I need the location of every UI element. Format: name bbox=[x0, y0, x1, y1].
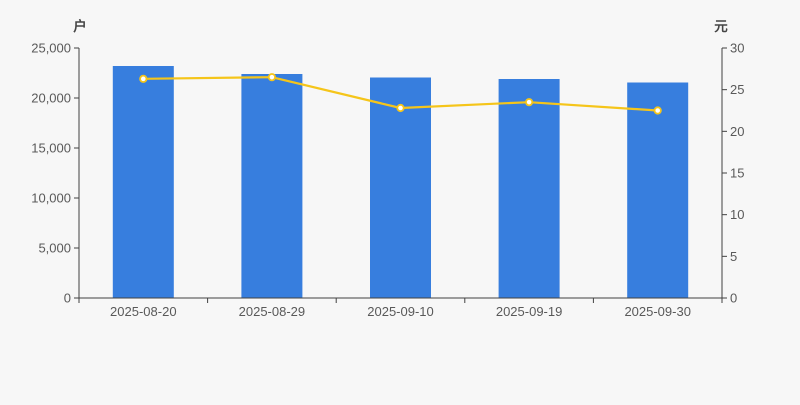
left-axis-tick-label: 5,000 bbox=[38, 241, 71, 256]
right-axis-tick-label: 0 bbox=[730, 291, 737, 306]
bar[interactable] bbox=[627, 82, 689, 299]
right-axis-tick-label: 15 bbox=[730, 166, 744, 181]
x-axis-label: 2025-08-20 bbox=[110, 304, 177, 319]
bar[interactable] bbox=[112, 66, 174, 298]
x-axis-label: 2025-09-10 bbox=[367, 304, 434, 319]
line-point[interactable] bbox=[653, 106, 662, 115]
left-axis-tick-label: 10,000 bbox=[31, 191, 71, 206]
right-axis-tick-label: 30 bbox=[730, 41, 744, 56]
right-axis-tick-label: 10 bbox=[730, 207, 744, 222]
line-point[interactable] bbox=[267, 73, 276, 82]
x-axis-label: 2025-09-19 bbox=[496, 304, 563, 319]
bar[interactable] bbox=[241, 74, 303, 298]
bar[interactable] bbox=[370, 77, 431, 299]
line-point[interactable] bbox=[524, 98, 534, 107]
right-axis-tick-label: 25 bbox=[730, 82, 744, 97]
x-axis-label: 2025-08-29 bbox=[239, 304, 306, 319]
line-point[interactable] bbox=[139, 74, 148, 83]
x-axis-label: 2025-09-30 bbox=[624, 304, 691, 319]
left-axis-tick-label: 25,000 bbox=[31, 41, 71, 56]
right-axis-title: 元 bbox=[714, 19, 728, 34]
left-axis-tick-label: 15,000 bbox=[31, 141, 71, 156]
right-axis-tick-label: 20 bbox=[730, 124, 744, 139]
left-axis-tick-label: 0 bbox=[64, 291, 71, 306]
bar[interactable] bbox=[498, 79, 560, 298]
line-point[interactable] bbox=[396, 103, 405, 113]
left-axis-tick-label: 20,000 bbox=[31, 91, 71, 106]
left-axis-title: 户 bbox=[73, 18, 87, 34]
right-axis-tick-label: 5 bbox=[730, 249, 737, 264]
